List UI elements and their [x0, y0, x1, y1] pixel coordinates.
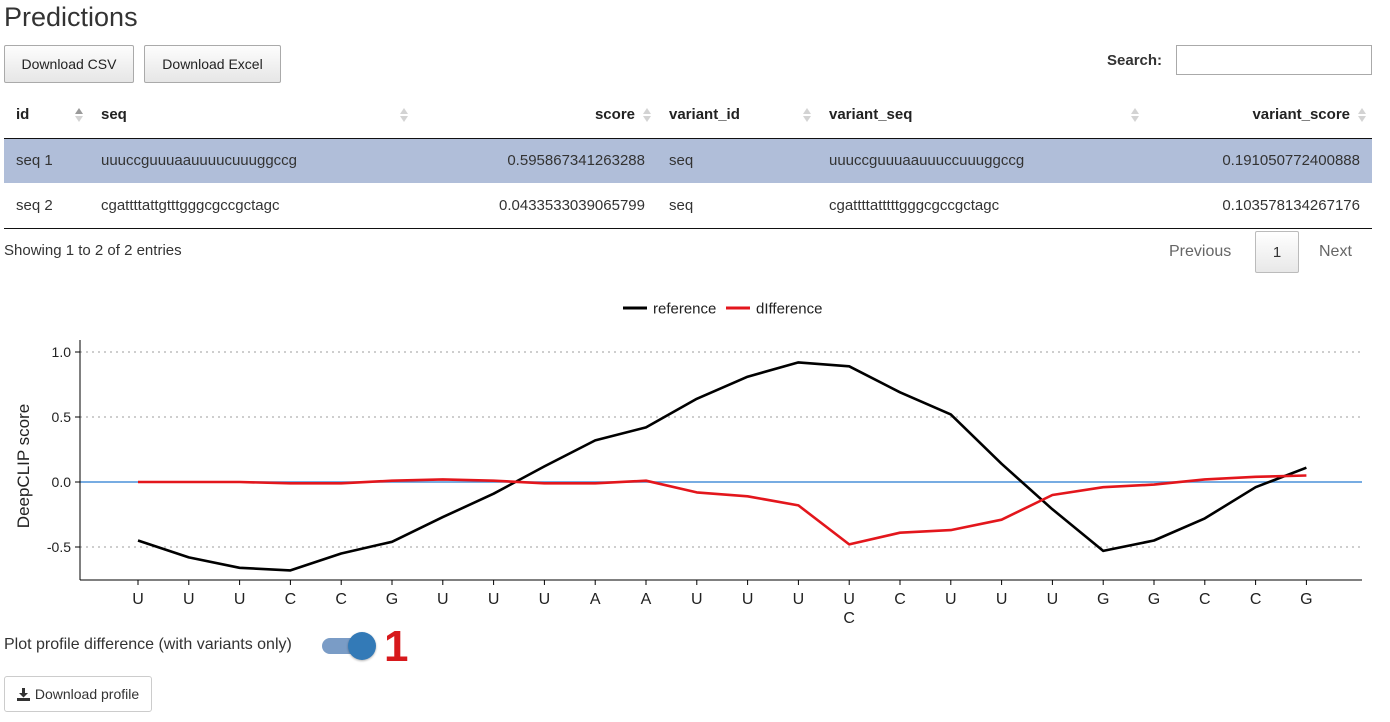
plot-difference-toggle[interactable] — [322, 632, 376, 660]
x-tick-label: U — [742, 591, 754, 608]
cell-variant-id: seq — [657, 138, 817, 184]
table-header-row: id seq score variant_id variant_seq vari… — [4, 92, 1372, 139]
cell-score: 0.0433533039065799 — [414, 183, 657, 229]
x-tick-label: U — [1047, 591, 1059, 608]
column-header-variant-id[interactable]: variant_id — [657, 92, 817, 139]
x-tick-label: U — [183, 591, 195, 608]
download-csv-button[interactable]: Download CSV — [4, 45, 134, 83]
pagination-next[interactable]: Next — [1319, 243, 1352, 260]
x-tick-label: G — [1148, 591, 1160, 608]
x-tick-label: U — [793, 591, 805, 608]
sort-icon — [643, 107, 651, 122]
x-tick-label: U — [996, 591, 1008, 608]
cell-seq: uuuccguuuaauuuucuuuggccg — [89, 138, 414, 184]
sort-icon — [1358, 107, 1366, 122]
x-tick-label: U — [132, 591, 144, 608]
sort-icon — [803, 107, 811, 122]
y-axis-label: DeepCLIP score — [14, 404, 33, 528]
cell-id: seq 1 — [4, 138, 89, 184]
cell-variant-seq: cgattttatttttgggcgccgctagc — [817, 183, 1145, 229]
toggle-label: Plot profile difference (with variants o… — [4, 636, 292, 653]
legend-label: reference — [653, 301, 716, 318]
x-tick-label: G — [386, 591, 398, 608]
x-tick-label: C — [285, 591, 297, 608]
annotation-label: 1 — [384, 622, 409, 671]
cell-seq: cgattttattgtttgggcgccgctagc — [89, 183, 414, 229]
x-tick-label: A — [641, 591, 652, 608]
x-tick-label: U — [234, 591, 246, 608]
sort-icon — [1131, 107, 1139, 122]
column-header-variant-seq[interactable]: variant_seq — [817, 92, 1145, 139]
y-tick-label: 0.5 — [52, 409, 72, 425]
table-row[interactable]: seq 1 uuuccguuuaauuuucuuuggccg 0.5958673… — [4, 138, 1372, 184]
column-header-score[interactable]: score — [414, 92, 657, 139]
cell-variant-score: 0.103578134267176 — [1145, 183, 1372, 229]
download-profile-label: Download profile — [34, 686, 140, 702]
download-profile-button[interactable]: Download profile — [4, 676, 152, 712]
column-header-variant-score[interactable]: variant_score — [1145, 92, 1372, 139]
cell-id: seq 2 — [4, 183, 89, 229]
series-line-reference — [137, 361, 1307, 572]
sort-icon — [400, 107, 408, 122]
x-tick-label: G — [1300, 591, 1312, 608]
search-label: Search: — [1107, 52, 1163, 69]
table-info: Showing 1 to 2 of 2 entries — [4, 242, 182, 259]
x-tick-label: U — [437, 591, 449, 608]
predictions-table: id seq score variant_id variant_seq vari… — [4, 92, 1372, 229]
toggle-knob — [348, 632, 376, 660]
cell-variant-id: seq — [657, 183, 817, 229]
x-tick-label: C — [335, 591, 347, 608]
table-row[interactable]: seq 2 cgattttattgtttgggcgccgctagc 0.0433… — [4, 183, 1372, 229]
x-tick-label: G — [1097, 591, 1109, 608]
x-tick-label: U — [488, 591, 500, 608]
column-header-id[interactable]: id — [4, 92, 89, 139]
x-variant-label: C — [843, 610, 855, 627]
x-tick-label: C — [1250, 591, 1262, 608]
y-tick-label: 1.0 — [52, 344, 72, 360]
y-tick-label: 0.0 — [52, 474, 72, 490]
x-tick-label: A — [590, 591, 601, 608]
x-tick-label: U — [945, 591, 957, 608]
cell-score: 0.595867341263288 — [414, 138, 657, 184]
legend-label: dIfference — [756, 301, 822, 318]
y-tick-label: -0.5 — [47, 539, 71, 555]
column-header-seq[interactable]: seq — [89, 92, 414, 139]
cell-variant-score: 0.191050772400888 — [1145, 138, 1372, 184]
x-tick-label: U — [691, 591, 703, 608]
cell-variant-seq: uuuccguuuaauuuccuuuggccg — [817, 138, 1145, 184]
search-input[interactable] — [1176, 45, 1372, 75]
x-tick-label: U — [843, 591, 855, 608]
pagination-previous[interactable]: Previous — [1169, 243, 1232, 260]
x-tick-label: C — [1199, 591, 1211, 608]
x-tick-label: C — [894, 591, 906, 608]
series-line-dIfference — [138, 474, 1307, 546]
page-title: Predictions — [4, 2, 138, 32]
download-icon — [16, 687, 30, 701]
x-tick-label: U — [539, 591, 551, 608]
download-excel-button[interactable]: Download Excel — [144, 45, 281, 83]
sort-icon — [75, 107, 83, 122]
pagination-page-1[interactable]: 1 — [1255, 231, 1299, 273]
